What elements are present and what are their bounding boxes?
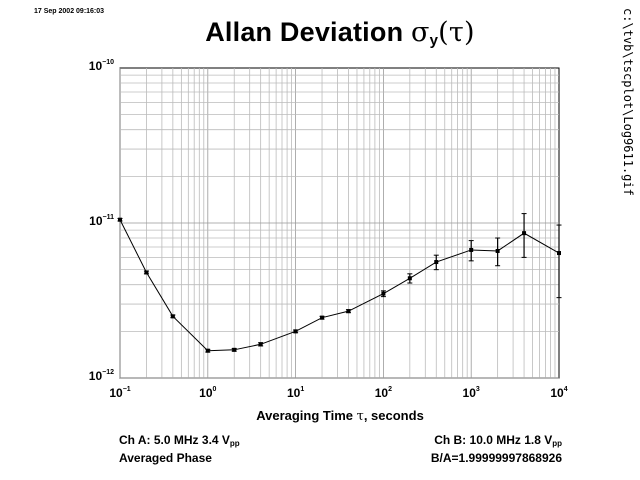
title-sigma: σ bbox=[410, 17, 430, 48]
x-tick-label: 103 bbox=[441, 386, 501, 400]
x-tick-label: 10−1 bbox=[90, 386, 150, 400]
x-tick-base: 10 bbox=[374, 386, 389, 400]
x-tick-base: 10 bbox=[286, 386, 301, 400]
x-tick-label: 104 bbox=[529, 386, 589, 400]
y-tick-base: 10 bbox=[88, 369, 103, 383]
data-point bbox=[522, 231, 527, 236]
averaged-phase-label: Averaged Phase bbox=[119, 451, 212, 465]
data-point bbox=[258, 342, 263, 347]
data-series bbox=[117, 213, 562, 353]
x-tick-label: 101 bbox=[266, 386, 326, 400]
x-axis-label: Averaging Time τ, seconds bbox=[120, 408, 560, 424]
channel-a-sub: pp bbox=[229, 439, 240, 448]
chart-title: Allan Deviation σy(τ) bbox=[0, 17, 640, 49]
data-point bbox=[346, 309, 351, 314]
side-file-path: c:\tvb\tscplot\Log9611.gif bbox=[621, 8, 635, 196]
timestamp: 17 Sep 2002 09:16:03 bbox=[34, 8, 105, 15]
x-tick-label: 102 bbox=[353, 386, 413, 400]
x-tick-exponent: 0 bbox=[212, 386, 217, 393]
y-tick-base: 10 bbox=[89, 214, 103, 228]
data-point bbox=[434, 260, 439, 265]
y-tick-label: 10−10 bbox=[54, 59, 114, 73]
x-axis-label-prefix: Averaging Time bbox=[256, 408, 357, 423]
title-subscript: y bbox=[429, 32, 439, 49]
data-point bbox=[205, 348, 210, 353]
x-tick-base: 10 bbox=[550, 386, 564, 400]
data-point bbox=[407, 276, 412, 281]
x-tick-exponent: 1 bbox=[300, 386, 305, 393]
y-tick-label: 10−11 bbox=[54, 214, 114, 228]
data-point bbox=[381, 291, 386, 296]
x-tick-base: 10 bbox=[462, 386, 476, 400]
x-axis-label-suffix: , seconds bbox=[363, 408, 424, 423]
channel-b-text: Ch B: 10.0 MHz 1.8 V bbox=[434, 433, 553, 447]
x-tick-exponent: 2 bbox=[388, 386, 393, 393]
y-tick-exponent: −12 bbox=[102, 369, 114, 376]
channel-b-info: Ch B: 10.0 MHz 1.8 Vpp B/A=1.99999997868… bbox=[431, 433, 562, 466]
title-paren: (τ) bbox=[438, 17, 475, 48]
channel-b-line: Ch B: 10.0 MHz 1.8 Vpp bbox=[431, 433, 562, 451]
data-point bbox=[144, 270, 149, 275]
data-point bbox=[320, 315, 325, 320]
data-point bbox=[118, 217, 122, 222]
grid-lines bbox=[119, 68, 559, 379]
title-text: Allan Deviation bbox=[205, 17, 411, 47]
y-tick-label: 10−12 bbox=[54, 369, 114, 383]
y-tick-exponent: −11 bbox=[102, 214, 115, 221]
x-tick-exponent: 4 bbox=[563, 386, 568, 393]
y-tick-exponent: −10 bbox=[102, 59, 114, 66]
data-point bbox=[557, 251, 561, 256]
channel-a-info: Ch A: 5.0 MHz 3.4 Vpp Averaged Phase bbox=[119, 433, 240, 466]
side-file-path-text: c:\tvb\tscplot\Log9611.gif bbox=[621, 8, 635, 196]
series-line bbox=[119, 219, 560, 352]
channel-a-text: Ch A: 5.0 MHz 3.4 V bbox=[119, 433, 230, 447]
data-point bbox=[469, 247, 474, 252]
data-point bbox=[293, 329, 298, 334]
x-tick-base: 10 bbox=[109, 386, 123, 400]
x-tick-exponent: 3 bbox=[475, 386, 480, 393]
x-tick-label: 100 bbox=[178, 386, 238, 400]
ratio-label: B/A=1.99999997868926 bbox=[430, 451, 562, 465]
y-tick-base: 10 bbox=[88, 59, 103, 73]
x-tick-base: 10 bbox=[199, 386, 213, 400]
data-point bbox=[495, 248, 500, 253]
channel-a-line: Ch A: 5.0 MHz 3.4 Vpp bbox=[119, 433, 240, 451]
x-axis-label-tau: τ bbox=[356, 409, 364, 424]
data-point bbox=[232, 347, 237, 352]
channel-b-sub: pp bbox=[552, 439, 562, 448]
x-tick-exponent: −1 bbox=[122, 386, 131, 393]
data-point bbox=[170, 314, 175, 319]
